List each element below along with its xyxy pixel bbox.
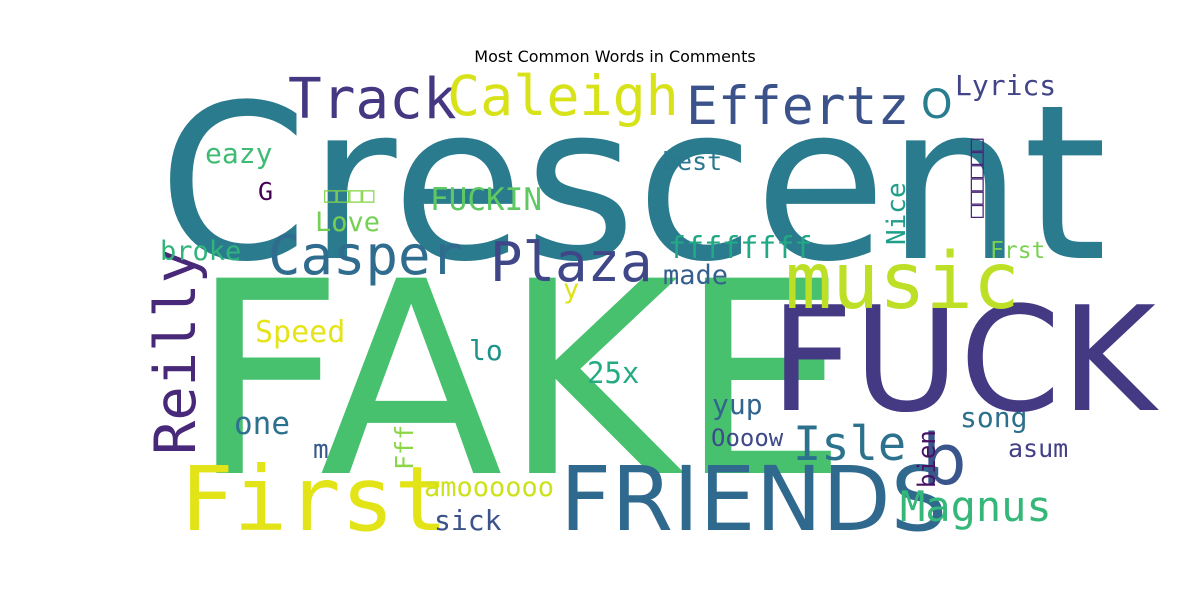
word-18: eazy: [205, 137, 272, 170]
word-25: Nice: [882, 182, 912, 245]
word-19: best: [662, 147, 722, 176]
word-37: Oooow: [711, 424, 784, 452]
word-39: Fff: [390, 425, 419, 470]
word-21: □□□□: [324, 183, 375, 207]
word-27: Frst: [990, 238, 1045, 264]
word-24: Love: [315, 207, 380, 238]
word-29: made: [663, 260, 728, 291]
word-16: O: [921, 82, 952, 128]
word-7: Track: [288, 67, 457, 132]
word-20: G: [258, 177, 273, 206]
word-9: Effertz: [686, 76, 909, 137]
word-31: Speed: [255, 315, 345, 350]
word-38: m: [313, 435, 329, 465]
word-40: bien: [913, 430, 941, 488]
word-5: music: [785, 237, 1020, 327]
word-11: Plaza: [490, 231, 653, 294]
word-36: song: [960, 401, 1027, 434]
word-8: Caleigh: [447, 64, 679, 128]
word-12: Reilly: [143, 249, 209, 455]
word-10: Casper: [268, 224, 463, 287]
word-2: FAKE: [190, 225, 848, 537]
word-43: sick: [434, 504, 502, 537]
word-4: FRIENDS: [560, 447, 947, 551]
word-17: Lyrics: [955, 69, 1056, 102]
word-28: broke: [160, 236, 241, 267]
word-33: 25x: [587, 356, 639, 390]
word-15: b: [922, 419, 966, 501]
word-6: First: [180, 447, 448, 551]
word-34: yup: [712, 388, 763, 421]
word-22: FUCKIN: [430, 182, 542, 218]
word-3: FUCK: [770, 276, 1160, 445]
word-41: asum: [1008, 434, 1068, 463]
word-13: Isle: [793, 417, 906, 472]
word-35: one: [234, 406, 290, 442]
chart-title: Most Common Words in Comments: [474, 47, 756, 66]
word-30: y: [563, 274, 579, 305]
word-23: □□□□□□: [964, 138, 989, 218]
word-14: Magnus: [900, 482, 1052, 531]
word-cloud-words: CrescentFAKEFUCKFRIENDSmusicFirstTrackCa…: [143, 58, 1160, 551]
word-42: amoooooo: [424, 472, 554, 503]
word-26: ffffffff: [668, 231, 813, 266]
word-1: Crescent: [158, 58, 1107, 309]
word-32: lo: [469, 334, 503, 367]
